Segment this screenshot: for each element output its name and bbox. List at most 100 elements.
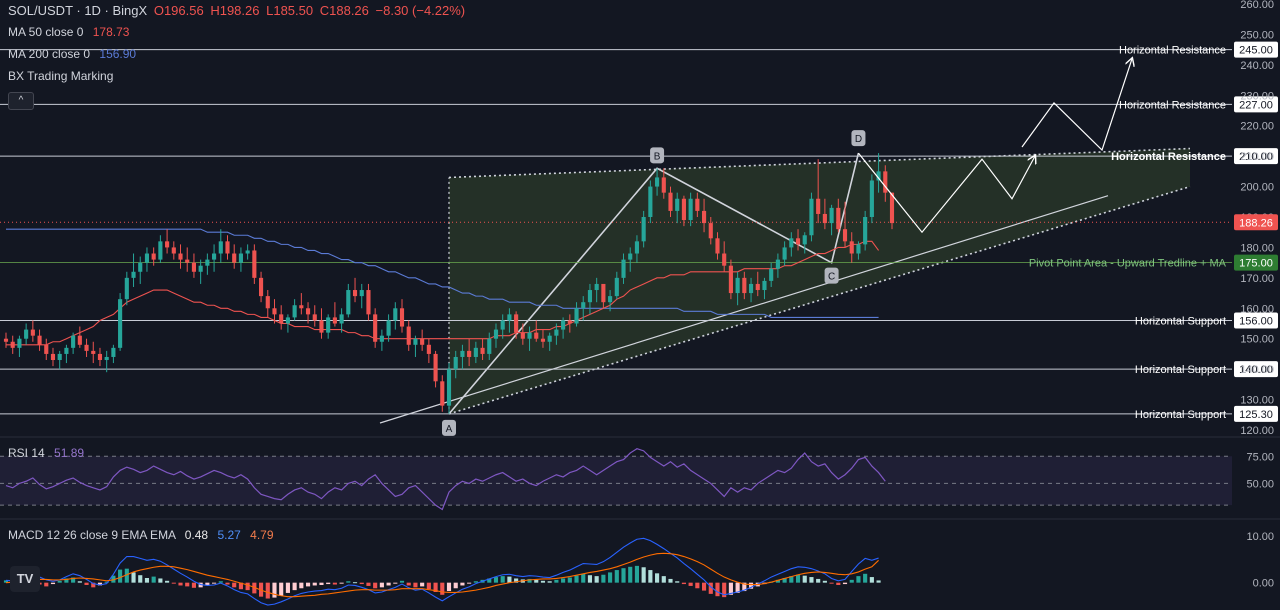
tradingview-logo[interactable]: TV [10,566,40,592]
support-trendline [379,195,1109,424]
price-axis-tick: 170.00 [1240,273,1274,285]
candle-body [480,347,485,354]
symbol-legend[interactable]: SOL/USDT · 1D · BingX O196.56 H198.26 L1… [8,3,465,18]
macd-hist-bar [171,582,176,584]
price-tag [1234,41,1278,58]
candle-body [608,296,613,303]
candle-body [547,335,552,342]
macd-hist-bar [460,582,465,586]
candle-body [279,314,284,324]
macd-hist-bar [124,568,129,583]
candle-body [809,198,814,236]
macd-hist-bar [346,581,351,583]
macd-hist-bar [426,582,431,590]
candle-body [467,350,472,357]
point-badge [824,267,839,284]
macd-hist-bar [265,582,270,599]
price-axis-tick: 230.00 [1240,90,1274,102]
candle-body [574,308,579,324]
macd-hist-bar [561,578,566,583]
candle-body [319,320,324,333]
macd-hist-bar [225,582,230,585]
rsi-axis-tick: 75.00 [1246,451,1274,463]
price-tag [1234,254,1278,271]
macd-hist-bar [849,579,854,583]
candle-body [849,241,854,254]
candle-body [520,332,525,339]
macd-legend[interactable]: MACD 12 26 close 9 EMA EMA 0.48 5.27 4.7… [8,528,274,542]
candle-body [346,290,351,315]
candle-body [64,347,69,354]
candlesticks [3,153,895,414]
macd-hist-bar [816,578,821,583]
collapse-legend-button[interactable]: ^ [8,92,34,110]
candle-body [352,290,358,297]
macd-hist-bar [319,582,324,585]
candle-body [366,290,371,315]
candle-body [151,253,156,260]
ma50-legend[interactable]: MA 50 close 0 178.73 [8,25,129,39]
projection-path-2 [1021,59,1132,152]
price-axis-tick: 260.00 [1240,0,1274,11]
candle-body [158,241,163,260]
macd-hist-bar [326,582,331,585]
candle-body [681,198,686,221]
price-axis-tick: 240.00 [1240,60,1274,72]
chevron-up-icon: ^ [18,95,24,106]
macd-hist-bar [299,582,304,589]
macd-line-value: 5.27 [217,528,241,542]
candle-body [292,305,297,318]
candle-body [567,320,572,324]
macd-hist-bar [540,580,546,583]
macd-hist-bar [500,576,505,583]
price-axis[interactable]: 260.00 250.00 240.00 230.00 220.00 210.00 200.… [1234,0,1278,437]
macd-line [5,537,879,606]
candle-body [446,369,452,406]
projection-path-1 [857,152,1035,234]
macd-hist-bar [413,582,418,588]
macd-hist-bar [802,575,807,583]
candle-body [326,317,331,333]
bx-legend[interactable]: BX Trading Marking [8,69,113,83]
macd-hist-bar [869,577,874,583]
candle-body [742,277,747,294]
candle-body [50,353,56,361]
macd-hist-bar [446,582,452,592]
macd-hist-bar [493,577,499,583]
macd-hist-bar [138,575,143,583]
macd-hist-bar [379,582,384,588]
macd-hist-bar [782,578,787,583]
macd-hist-bar [440,582,445,595]
macd-hist-bar [634,565,640,583]
candle-body [238,253,243,263]
macd-hist-bar [601,574,606,583]
price-tag [1234,96,1278,113]
candle-body [842,229,848,242]
macd-signal-value: 4.79 [250,528,274,542]
macd-hist-bar [104,581,109,583]
level-label: Horizontal Support [1135,364,1226,376]
candle-body [648,186,653,217]
macd-axis-tick: 0.00 [1253,578,1274,590]
candle-body [453,356,458,370]
macd-axis-tick: 10.00 [1246,531,1274,543]
bx-label: BX Trading Marking [8,69,114,83]
candle-body [37,335,42,345]
candle-body [735,277,740,294]
candle-body [285,317,290,324]
candle-body [84,344,89,351]
rsi-axis-tick: 50.00 [1246,478,1274,490]
candle-body [433,353,438,382]
candle-body [406,326,411,345]
macd-hist-bar [185,582,190,587]
point-badge [650,147,665,164]
macd-hist-bar [332,582,337,585]
candle-body [440,381,445,406]
candle-body [668,192,673,211]
rsi-legend[interactable]: RSI 14 51.89 [8,446,84,460]
macd-hist-bar [252,582,257,594]
candle-body [701,210,707,224]
ma200-legend[interactable]: MA 200 close 0 156.90 [8,47,136,61]
price-axis-tick: 130.00 [1240,395,1274,407]
